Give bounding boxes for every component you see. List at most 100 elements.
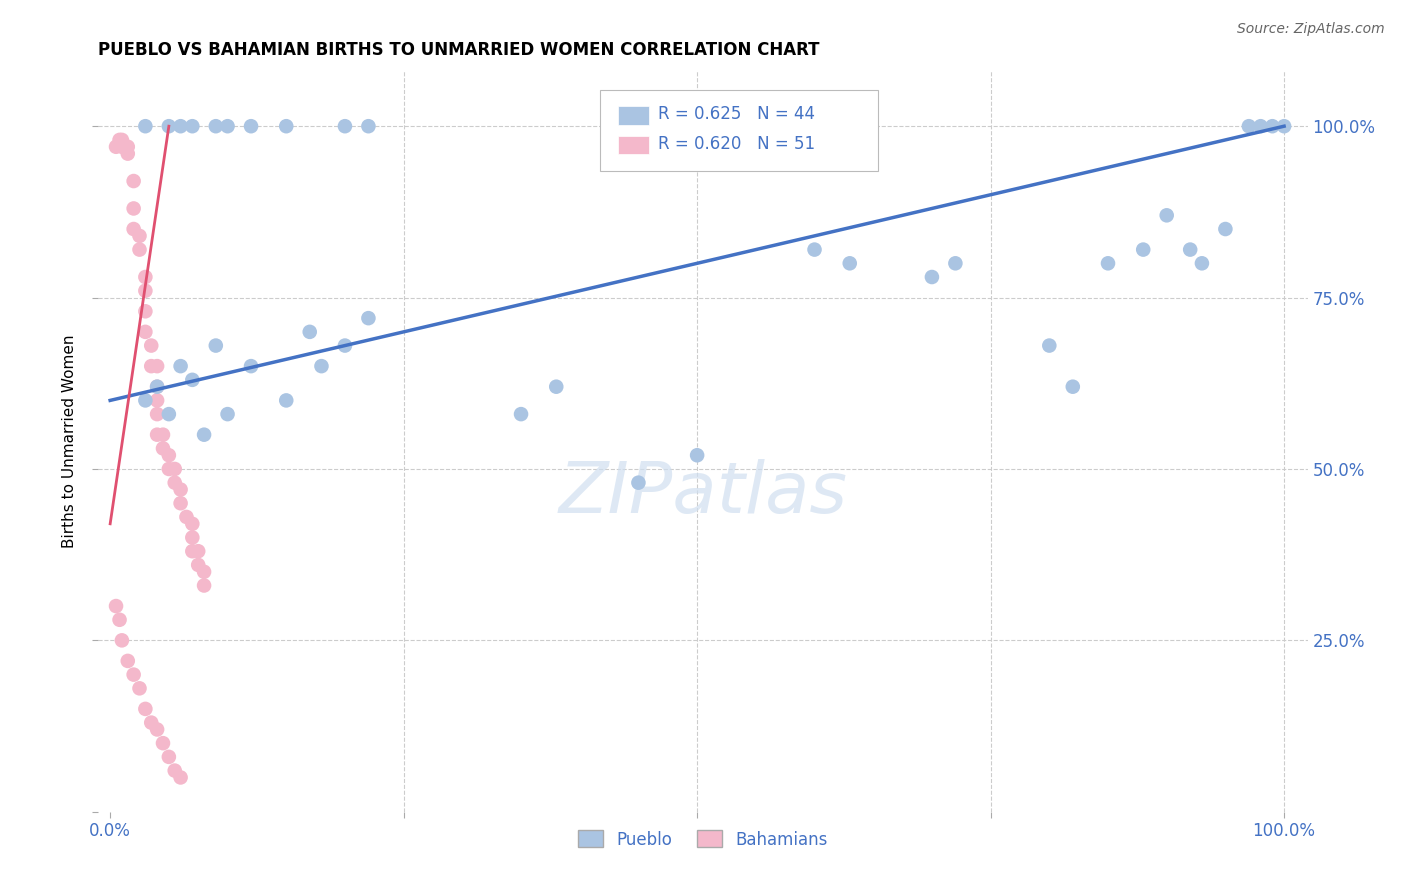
Point	[169, 771, 191, 785]
Text: ZIPatlas: ZIPatlas	[558, 458, 848, 528]
Point	[187, 558, 209, 572]
Point	[181, 531, 204, 545]
Point	[276, 393, 298, 408]
Point	[134, 284, 156, 298]
Y-axis label: Births to Unmarried Women: Births to Unmarried Women	[62, 334, 77, 549]
Point	[152, 736, 174, 750]
Point	[163, 462, 186, 476]
Point	[108, 613, 131, 627]
Point	[157, 119, 180, 133]
Point	[193, 565, 215, 579]
Point	[1180, 243, 1202, 257]
Point	[1261, 119, 1284, 133]
Point	[838, 256, 860, 270]
Point	[1215, 222, 1237, 236]
Point	[141, 715, 163, 730]
Point	[945, 256, 967, 270]
Point	[333, 338, 356, 352]
Point	[803, 243, 825, 257]
Point	[152, 442, 174, 456]
Point	[333, 119, 356, 133]
Point	[134, 393, 156, 408]
Point	[169, 359, 191, 373]
Point	[117, 140, 139, 154]
Point	[134, 702, 156, 716]
Point	[686, 448, 709, 462]
Point	[111, 633, 134, 648]
Point	[1038, 338, 1060, 352]
Point	[187, 544, 209, 558]
Point	[169, 119, 191, 133]
Point	[128, 681, 150, 696]
Point	[146, 407, 169, 421]
Point	[357, 311, 380, 326]
Point	[146, 427, 169, 442]
Point	[181, 119, 204, 133]
Point	[217, 407, 239, 421]
Point	[117, 146, 139, 161]
FancyBboxPatch shape	[619, 106, 648, 125]
Point	[1191, 256, 1213, 270]
Point	[176, 510, 198, 524]
Point	[122, 667, 145, 681]
Point	[204, 338, 226, 352]
Point	[122, 222, 145, 236]
Point	[217, 119, 239, 133]
Text: Source: ZipAtlas.com: Source: ZipAtlas.com	[1237, 22, 1385, 37]
Point	[108, 133, 131, 147]
Point	[157, 448, 180, 462]
Point	[1272, 119, 1295, 133]
Point	[1237, 119, 1260, 133]
Point	[111, 140, 134, 154]
Point	[1250, 119, 1272, 133]
Point	[146, 393, 169, 408]
Point	[141, 338, 163, 352]
Point	[163, 764, 186, 778]
Point	[128, 243, 150, 257]
Text: PUEBLO VS BAHAMIAN BIRTHS TO UNMARRIED WOMEN CORRELATION CHART: PUEBLO VS BAHAMIAN BIRTHS TO UNMARRIED W…	[98, 41, 820, 59]
Legend: Pueblo, Bahamians: Pueblo, Bahamians	[571, 823, 835, 855]
Point	[152, 427, 174, 442]
Point	[134, 119, 156, 133]
Point	[510, 407, 533, 421]
Point	[146, 380, 169, 394]
Point	[240, 359, 263, 373]
Point	[357, 119, 380, 133]
Point	[122, 202, 145, 216]
Point	[298, 325, 321, 339]
Point	[122, 174, 145, 188]
Point	[117, 654, 139, 668]
Point	[111, 133, 134, 147]
Text: R = 0.625   N = 44: R = 0.625 N = 44	[658, 105, 815, 123]
FancyBboxPatch shape	[619, 136, 648, 154]
Point	[921, 270, 943, 285]
Point	[105, 140, 128, 154]
Text: R = 0.620   N = 51: R = 0.620 N = 51	[658, 135, 815, 153]
Point	[311, 359, 333, 373]
Point	[134, 304, 156, 318]
Point	[169, 496, 191, 510]
Point	[546, 380, 568, 394]
Point	[146, 359, 169, 373]
Point	[1097, 256, 1119, 270]
Point	[141, 359, 163, 373]
Point	[157, 407, 180, 421]
Point	[134, 270, 156, 285]
Point	[181, 516, 204, 531]
Point	[134, 325, 156, 339]
Point	[169, 483, 191, 497]
Point	[204, 119, 226, 133]
Point	[1062, 380, 1084, 394]
Point	[181, 544, 204, 558]
Point	[157, 750, 180, 764]
Point	[181, 373, 204, 387]
Point	[193, 578, 215, 592]
Point	[240, 119, 263, 133]
Point	[128, 228, 150, 243]
Point	[157, 462, 180, 476]
FancyBboxPatch shape	[600, 90, 879, 171]
Point	[146, 380, 169, 394]
Point	[627, 475, 650, 490]
Point	[193, 427, 215, 442]
Point	[146, 723, 169, 737]
